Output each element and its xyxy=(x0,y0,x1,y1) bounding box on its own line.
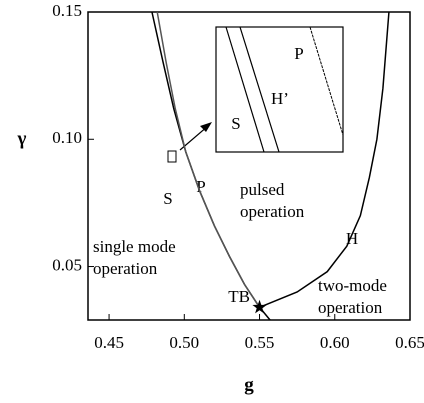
x-tick-label: 0.50 xyxy=(169,333,199,352)
inset-label: S xyxy=(231,114,240,133)
point-label: TB xyxy=(228,287,250,306)
inset-frame xyxy=(215,26,344,153)
x-tick-label: 0.55 xyxy=(245,333,275,352)
x-tick-label: 0.45 xyxy=(94,333,124,352)
zoom-arrow-head xyxy=(200,122,212,132)
region-label: two-mode xyxy=(318,276,387,295)
y-axis-label: γ xyxy=(17,128,27,149)
region-label: operation xyxy=(93,259,158,278)
y-tick-label: 0.05 xyxy=(52,255,82,274)
curve xyxy=(259,11,390,308)
star-marker xyxy=(252,299,267,314)
region-label: operation xyxy=(240,202,305,221)
inset-line xyxy=(309,26,344,136)
y-tick-label: 0.15 xyxy=(52,1,82,20)
curve-label: S xyxy=(163,189,172,208)
inset-label: P xyxy=(294,44,303,63)
plot-frame xyxy=(87,11,411,321)
curve-label: P xyxy=(196,177,205,196)
curve xyxy=(156,11,261,308)
y-tick-label: 0.10 xyxy=(52,128,82,147)
region-label: operation xyxy=(318,298,383,317)
region-label: single mode xyxy=(93,237,176,256)
zoom-box xyxy=(167,150,177,163)
x-axis-label: g xyxy=(244,374,254,395)
inset-label: H’ xyxy=(271,89,289,108)
inset-line xyxy=(225,26,265,153)
x-tick-label: 0.60 xyxy=(320,333,350,352)
region-label: pulsed xyxy=(240,180,285,199)
inset-line xyxy=(239,26,280,153)
x-tick-label: 0.65 xyxy=(395,333,424,352)
